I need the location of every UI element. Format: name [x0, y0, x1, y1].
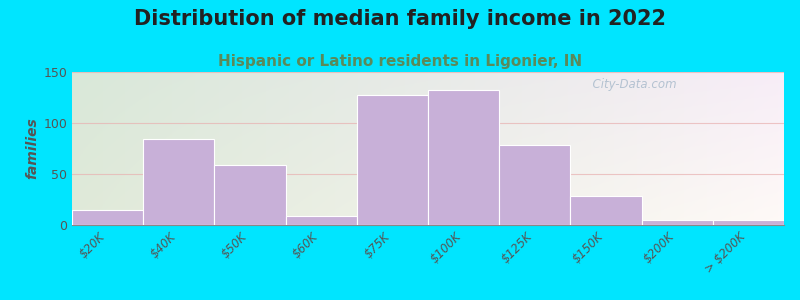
Bar: [214, 165, 286, 225]
Bar: [286, 216, 357, 225]
Bar: [357, 95, 428, 225]
Text: City-Data.com: City-Data.com: [585, 78, 676, 91]
Text: Hispanic or Latino residents in Ligonier, IN: Hispanic or Latino residents in Ligonier…: [218, 54, 582, 69]
Bar: [143, 139, 214, 225]
Bar: [713, 220, 784, 225]
Bar: [499, 146, 570, 225]
Bar: [570, 196, 642, 225]
Bar: [428, 90, 499, 225]
Y-axis label: families: families: [25, 118, 39, 179]
Bar: [72, 210, 143, 225]
Text: Distribution of median family income in 2022: Distribution of median family income in …: [134, 9, 666, 29]
Bar: [642, 220, 713, 225]
